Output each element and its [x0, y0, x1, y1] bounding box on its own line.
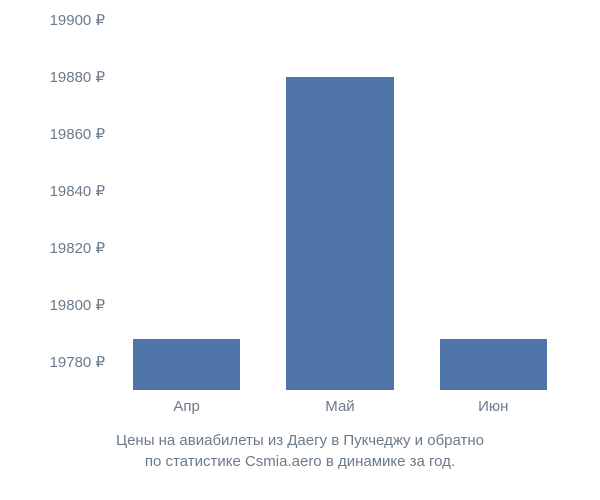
- y-tick-label: 19900 ₽: [50, 11, 105, 29]
- bar-jun: [440, 339, 547, 390]
- y-axis: 19900 ₽ 19880 ₽ 19860 ₽ 19840 ₽ 19820 ₽ …: [20, 20, 105, 390]
- x-tick-label: Апр: [173, 398, 199, 415]
- x-axis: Апр Май Июн: [110, 390, 570, 420]
- bar-apr: [133, 339, 240, 390]
- caption-line-1: Цены на авиабилеты из Даегу в Пукчеджу и…: [0, 430, 600, 451]
- y-tick-label: 19820 ₽: [50, 239, 105, 257]
- y-tick-label: 19840 ₽: [50, 182, 105, 200]
- x-tick-label: Май: [325, 398, 354, 415]
- plot-area: [110, 20, 570, 390]
- y-tick-label: 19800 ₽: [50, 296, 105, 314]
- chart-caption: Цены на авиабилеты из Даегу в Пукчеджу и…: [0, 430, 600, 472]
- y-tick-label: 19880 ₽: [50, 68, 105, 86]
- x-tick-label: Июн: [478, 398, 508, 415]
- bar-may: [286, 77, 393, 390]
- bar-chart: 19900 ₽ 19880 ₽ 19860 ₽ 19840 ₽ 19820 ₽ …: [20, 20, 580, 420]
- y-tick-label: 19860 ₽: [50, 125, 105, 143]
- y-tick-label: 19780 ₽: [50, 353, 105, 371]
- caption-line-2: по статистике Csmia.aero в динамике за г…: [0, 451, 600, 472]
